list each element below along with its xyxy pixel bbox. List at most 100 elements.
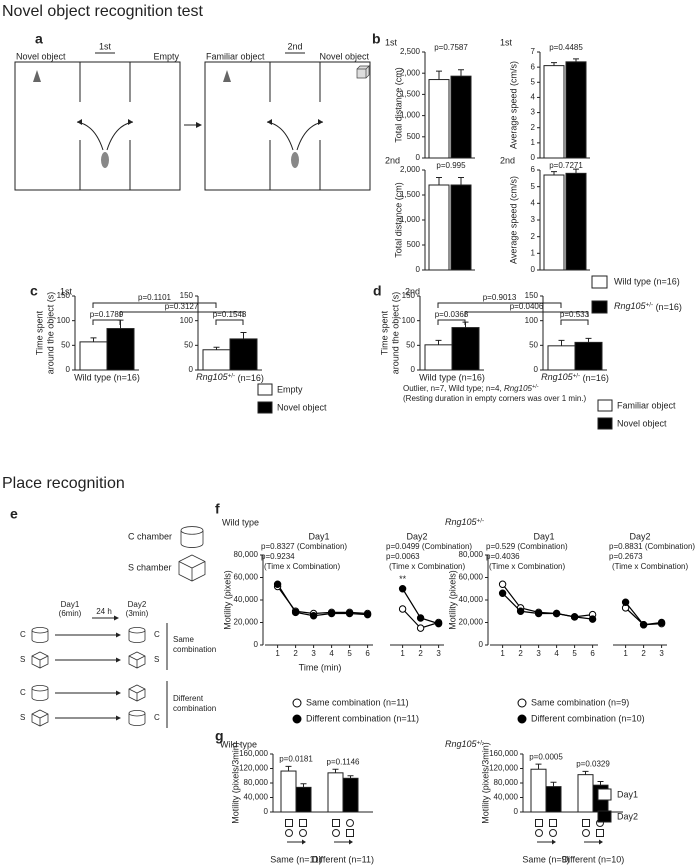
legend-label: Novel object	[277, 402, 327, 412]
p-value: p=0.1146	[327, 757, 361, 766]
error-bar	[285, 765, 292, 772]
arrowhead	[552, 839, 556, 845]
marker	[657, 618, 666, 627]
chamber-letter: S	[20, 713, 25, 722]
bracket	[560, 319, 589, 325]
circle-icon	[332, 829, 340, 837]
chamber-letter: S	[154, 655, 159, 664]
y-axis-label: Motility (pixels)	[222, 570, 232, 630]
circle-icon	[299, 829, 307, 837]
y-tick-label: 100	[525, 316, 539, 325]
bar	[565, 172, 587, 271]
error-bar	[90, 337, 97, 342]
y-tick-label: 6	[531, 165, 536, 174]
square-icon	[549, 819, 557, 827]
object-label: Novel object	[16, 51, 66, 61]
panel-label: a	[35, 31, 43, 47]
y-tick-label: 60,000	[459, 573, 484, 582]
x-tick-label: 2	[293, 649, 298, 658]
chart-title: Wild type	[220, 739, 257, 749]
x-tick-label: 1	[400, 649, 405, 658]
y-tick-label: 0	[514, 807, 519, 816]
error-bar	[436, 177, 442, 185]
x-tick-label: 1	[623, 649, 628, 658]
bar	[450, 184, 472, 271]
p-value: p=0.7271	[549, 161, 583, 170]
y-tick-label: 80,000	[459, 550, 484, 559]
error-bar	[458, 69, 464, 77]
y-tick-label: 0	[264, 807, 269, 816]
y-tick-label: 50	[184, 340, 193, 349]
day-label: Day2	[128, 600, 147, 609]
legend-label: Rng105+/- (n=16)	[614, 301, 682, 312]
panel-label: e	[10, 506, 18, 522]
error-bar	[240, 332, 247, 339]
session-title: 1st	[99, 41, 112, 51]
x-tick-label: Rng105+/- (n=16)	[196, 372, 264, 383]
error-bar	[535, 763, 542, 770]
bar	[280, 770, 297, 813]
bar	[530, 768, 547, 813]
object	[356, 65, 370, 79]
x-tick-label: Wild type (n=16)	[419, 372, 485, 382]
bar	[106, 328, 135, 371]
arrowhead	[267, 119, 272, 125]
bar	[424, 344, 453, 371]
panel-label: d	[373, 283, 382, 299]
x-tick-label: 3	[436, 649, 441, 658]
bar	[574, 341, 603, 371]
marker	[621, 598, 630, 606]
legend-label: Novel object	[617, 418, 667, 428]
chart-title: 2nd	[385, 155, 400, 165]
group-label: combination	[173, 704, 216, 713]
series-line	[502, 592, 593, 620]
y-tick-label: 500	[407, 132, 421, 141]
p-value: p=0.0329	[576, 760, 610, 769]
y-tick-label: 50	[529, 340, 538, 349]
circle-icon	[582, 829, 590, 837]
y-axis-label: Total distance (cm)	[393, 182, 403, 258]
object-label: Empty	[153, 51, 179, 61]
cylinder-icon	[128, 627, 146, 643]
stat-label: p=0.0063	[386, 552, 420, 561]
x-tick-label: 5	[572, 649, 577, 658]
legend-marker	[517, 714, 527, 724]
y-tick-label: 120,000	[489, 764, 518, 773]
cylinder-icon	[31, 685, 49, 701]
stat-label: (Time x Combination)	[264, 562, 341, 571]
square-icon	[582, 819, 590, 827]
y-tick-label: 1,500	[400, 90, 421, 99]
y-tick-label: 3	[531, 108, 536, 117]
error-bar	[551, 62, 557, 66]
x-axis-label: Time (min)	[299, 662, 342, 672]
y-tick-label: 500	[407, 240, 421, 249]
chart-title: 1st	[385, 37, 398, 47]
error-bar	[347, 775, 354, 779]
p-value: p=0.4485	[549, 43, 583, 52]
y-tick-label: 4	[531, 198, 536, 207]
bar	[543, 65, 565, 159]
stat-label: (Time x Combination)	[389, 562, 466, 571]
square-icon	[299, 819, 307, 827]
marker	[398, 605, 407, 613]
y-tick-label: 150	[525, 291, 539, 300]
bar	[428, 79, 450, 159]
y-tick-label: 1	[531, 248, 536, 257]
y-tick-label: 3	[531, 215, 536, 224]
heading: Novel object recognition test	[2, 3, 204, 20]
y-tick-label: 20,000	[459, 618, 484, 627]
day-label: Day2	[406, 531, 427, 541]
x-tick-label: Different (n=11)	[312, 854, 374, 864]
bracket	[92, 302, 217, 308]
bar	[451, 327, 480, 371]
error-bar	[585, 337, 592, 343]
error-bar	[558, 339, 565, 346]
y-tick-label: 0	[411, 365, 416, 374]
y-tick-label: 0	[189, 365, 194, 374]
y-tick-label: 5	[531, 77, 536, 86]
bar	[229, 338, 258, 371]
bar	[428, 184, 450, 271]
error-bar	[551, 171, 557, 175]
error-bar	[213, 346, 220, 350]
error-bar	[435, 339, 442, 345]
